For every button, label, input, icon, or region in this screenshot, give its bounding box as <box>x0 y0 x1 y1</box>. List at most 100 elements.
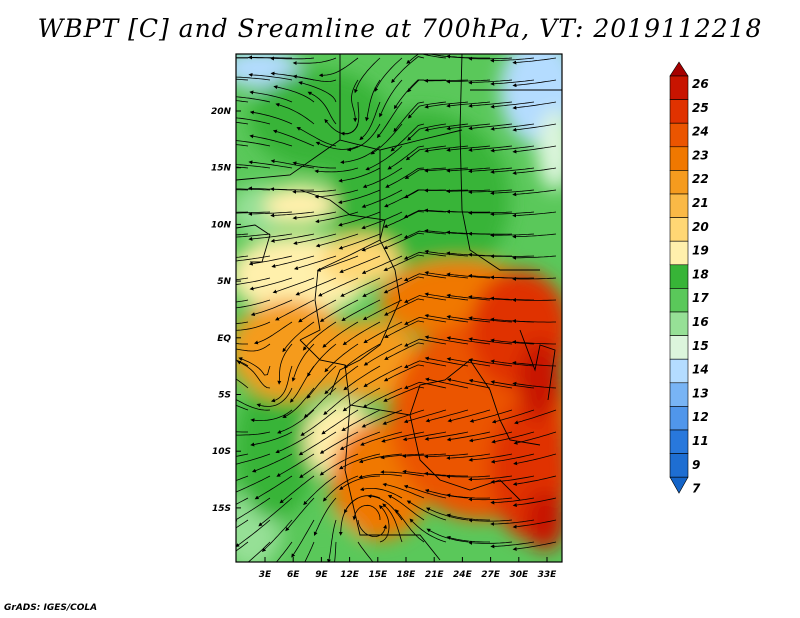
streamline <box>362 299 403 321</box>
colorbar-label: 23 <box>692 148 709 162</box>
streamline <box>374 57 403 93</box>
lat-label: 15N <box>211 164 232 174</box>
streamline <box>292 211 337 220</box>
streamline <box>322 475 359 502</box>
streamline <box>424 431 469 441</box>
streamline <box>236 117 271 125</box>
streamline <box>341 409 381 431</box>
streamline <box>343 365 381 391</box>
streamline <box>383 254 425 272</box>
streamline <box>324 365 359 395</box>
streamline <box>248 233 293 241</box>
streamline <box>383 232 425 250</box>
streamline <box>236 343 271 352</box>
streamline <box>512 276 557 281</box>
streamline <box>236 277 249 281</box>
streamline <box>490 453 535 464</box>
streamline <box>403 360 447 369</box>
streamline <box>362 167 403 189</box>
streamline <box>323 387 359 415</box>
streamline <box>376 101 403 139</box>
streamline <box>424 356 469 367</box>
streamline <box>236 453 249 457</box>
streamline <box>367 494 403 521</box>
streamline <box>248 160 293 169</box>
streamline <box>303 475 337 506</box>
streamline <box>352 504 381 521</box>
colorbar-box <box>669 264 689 289</box>
streamline <box>236 378 249 389</box>
colorbar-box <box>669 382 689 407</box>
streamline <box>250 409 293 423</box>
colorbar-box <box>669 240 689 266</box>
streamline <box>512 211 557 218</box>
streamline <box>468 475 513 482</box>
streamline <box>363 365 403 388</box>
streamline <box>236 78 249 81</box>
streamline <box>298 299 337 323</box>
streamline <box>512 123 557 132</box>
streamline <box>319 453 359 476</box>
streamline <box>315 233 359 248</box>
streamline <box>340 277 381 297</box>
streamline <box>446 431 491 442</box>
streamline <box>339 255 381 274</box>
streamline <box>236 100 249 103</box>
streamline <box>275 541 293 562</box>
streamline <box>249 134 293 147</box>
colorbar-label: 13 <box>692 386 709 400</box>
colorbar-bottom-arrow <box>669 476 689 494</box>
colorbar-box <box>669 99 689 124</box>
lat-label: 10S <box>212 447 231 457</box>
streamline <box>270 56 315 61</box>
streamline <box>271 255 315 268</box>
streamline <box>346 123 381 152</box>
streamline <box>384 298 425 316</box>
streamline <box>327 519 337 562</box>
colorbar-label: 11 <box>692 434 709 448</box>
colorbar-box <box>669 146 689 171</box>
streamline <box>338 167 381 183</box>
colorbar-label: 24 <box>692 125 709 139</box>
streamline <box>490 211 535 217</box>
streamline <box>363 321 403 344</box>
streamline <box>360 431 403 446</box>
streamline <box>512 233 557 239</box>
lon-label: 3E <box>259 570 272 580</box>
streamline <box>236 189 249 191</box>
latitude-axis: 20N 15N 10N 5N EQ 5S 10S 15S <box>211 107 241 514</box>
colorbar-top-arrow <box>669 61 689 77</box>
streamline <box>292 74 337 83</box>
streamline <box>282 387 315 418</box>
streamline <box>298 81 337 103</box>
streamline <box>236 233 271 238</box>
lat-label: EQ <box>217 334 231 344</box>
streamline <box>236 321 249 325</box>
streamline <box>424 335 469 345</box>
streamline <box>402 431 447 442</box>
streamline <box>446 357 491 367</box>
colorbar-box <box>669 311 689 336</box>
streamline <box>319 431 359 454</box>
streamline <box>391 56 425 84</box>
streamline <box>300 409 337 436</box>
streamline <box>362 387 403 408</box>
streamline <box>357 541 374 562</box>
streamline <box>258 497 293 527</box>
streamline <box>468 79 513 85</box>
streamline <box>302 321 337 351</box>
streamline <box>382 482 425 499</box>
streamline <box>362 277 403 297</box>
streamline <box>285 497 315 532</box>
streamline <box>512 167 557 175</box>
streamline <box>236 211 249 213</box>
streamline <box>406 500 447 521</box>
streamline <box>351 79 359 123</box>
streamline <box>248 255 293 266</box>
lat-label: 10N <box>211 220 232 230</box>
colorbar-box <box>669 170 689 195</box>
streamline <box>236 541 249 552</box>
streamline <box>407 123 447 141</box>
streamline <box>304 541 315 562</box>
